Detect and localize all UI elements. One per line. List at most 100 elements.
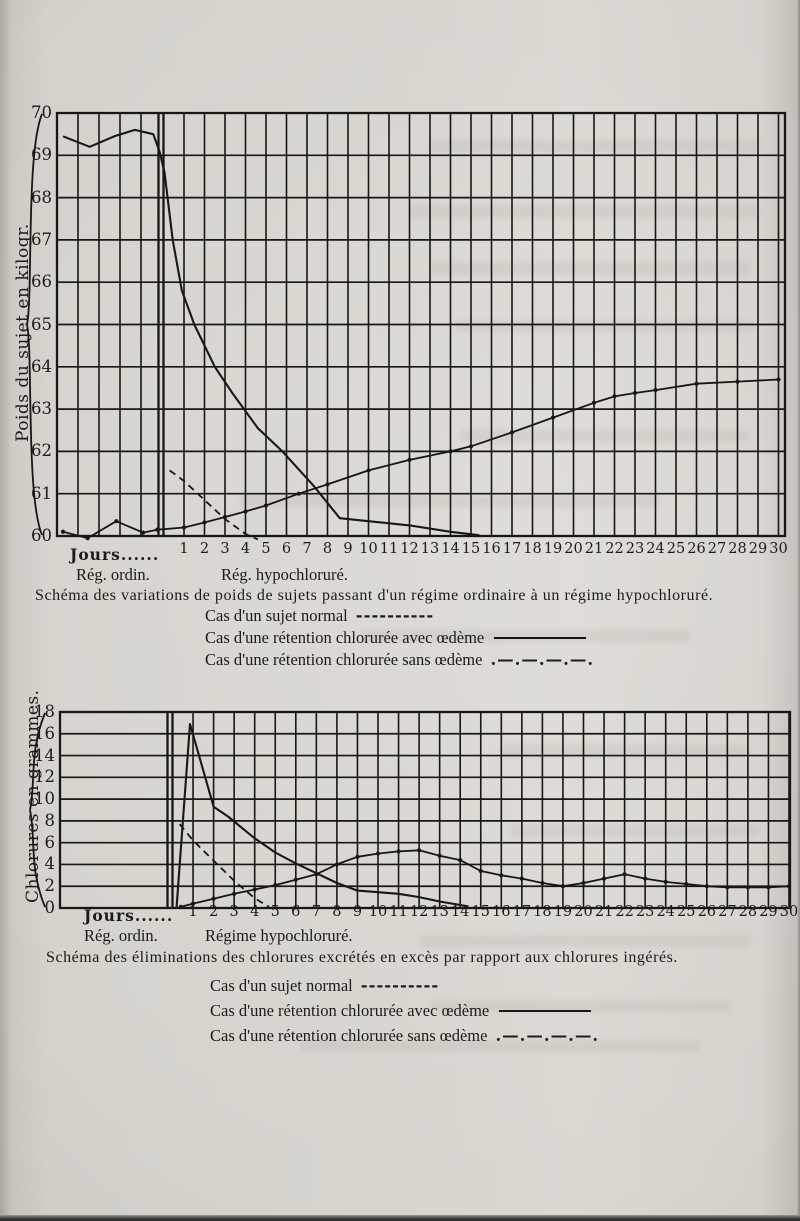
series-point-dot	[725, 885, 730, 890]
series-point-dot	[550, 415, 556, 420]
x-tick-label: 25	[677, 904, 696, 920]
series-point-dot	[334, 862, 339, 867]
y-tick-label: 65	[31, 314, 52, 334]
y-tick-label: 60	[31, 526, 52, 545]
legend-label: Cas d'une rétention chlorurée sans œdème	[210, 1026, 488, 1045]
series-point-dot	[735, 379, 740, 384]
series-point-dot	[325, 482, 330, 487]
dashdot-line-sample: .—.—.—.—.	[495, 1026, 600, 1045]
x-tick-label: 15	[461, 541, 481, 557]
y-tick-label: 18	[34, 702, 55, 721]
x-tick-label: 18	[523, 541, 542, 557]
y-tick-label: 69	[31, 145, 52, 165]
series-point-dot	[202, 520, 207, 525]
y-tick-label: 70	[31, 103, 52, 122]
x-tick-label: 25	[666, 541, 686, 557]
solid-line-sample	[499, 1010, 592, 1012]
y-tick-label: 67	[31, 229, 52, 249]
series-point-dot	[786, 884, 792, 889]
series-point-dot	[293, 877, 298, 882]
dashed-line-sample: ----------	[355, 606, 435, 625]
series-point-dot	[190, 901, 196, 906]
y-tick-label: 10	[34, 789, 55, 809]
plot-border	[58, 710, 792, 910]
x-tick-label: 7	[311, 904, 321, 920]
x-tick-label: 24	[656, 904, 675, 920]
legend-item-retention-no-oedema: Cas d'une rétention chlorurée sans œdème…	[205, 650, 594, 670]
x-tick-label: 9	[343, 541, 353, 557]
x-tick-label: 17	[502, 541, 522, 557]
series-point-dot	[85, 536, 90, 541]
x-tick-label: 18	[533, 904, 552, 920]
series-point-dot	[407, 457, 412, 462]
dashdot-line-sample: .—.—.—.—.	[490, 650, 595, 669]
series-solid	[62, 128, 480, 537]
x-tick-label: 12	[409, 904, 429, 920]
series-point-dot	[766, 885, 771, 890]
y-tick-label: 63	[31, 399, 52, 419]
x-tick-label: 23	[625, 541, 645, 557]
chart-caption-chlorides: Schéma des éliminations des chlorures ex…	[46, 949, 678, 966]
series-point-dot	[437, 853, 442, 858]
x-tick-label: 5	[270, 904, 280, 920]
legend-label: Cas d'un sujet normal	[210, 976, 353, 995]
y-tick-label: 0	[44, 898, 56, 917]
series-point-dot	[222, 514, 228, 520]
section-label-ordinary-diet: Rég. ordin.	[84, 926, 158, 945]
series-dashed	[179, 823, 270, 908]
series-point-dot	[263, 503, 269, 508]
x-tick-label: 30	[779, 904, 799, 920]
legend-item-retention-oedema: Cas d'une rétention chlorurée avec œdème	[205, 628, 587, 648]
x-tick-label: 23	[635, 904, 655, 920]
x-tick-label: 5	[261, 541, 271, 557]
series-point-dot	[417, 848, 422, 853]
x-tick-label: 11	[389, 904, 408, 920]
axis-brace	[29, 712, 46, 908]
x-tick-label: 26	[697, 904, 717, 920]
series-point-dot	[612, 394, 617, 399]
x-tick-label: 9	[352, 904, 363, 920]
series-point-dot	[243, 509, 248, 514]
series-point-dot	[560, 884, 566, 889]
series-point-dot	[519, 876, 524, 881]
series-point-dot	[694, 381, 699, 386]
series-point-dot	[499, 873, 504, 878]
y-tick-label: 6	[44, 832, 56, 852]
y-tick-label: 61	[31, 483, 52, 503]
series-point-dot	[509, 430, 515, 435]
series-point-dot	[232, 891, 237, 896]
series-point-dot	[663, 879, 668, 884]
series-point-dot	[684, 881, 689, 887]
x-axis-title-weight: Jours......	[70, 545, 160, 564]
series-solid	[175, 722, 469, 908]
series-point-dot	[181, 525, 187, 530]
y-tick-label: 68	[31, 187, 52, 207]
legend-label: Cas d'une rétention chlorurée avec œdème	[210, 1001, 490, 1020]
series-point-dot	[468, 444, 474, 449]
x-axis-title-chlorides: Jours......	[84, 906, 174, 925]
x-tick-label: 10	[359, 541, 378, 557]
x-tick-label: 6	[281, 541, 292, 557]
solid-line-sample	[494, 637, 587, 639]
series-point-dot	[632, 390, 638, 396]
x-tick-label: 14	[450, 904, 470, 920]
x-tick-label: 2	[199, 541, 210, 557]
series-point-dot	[273, 883, 278, 888]
series-point-dot	[458, 857, 463, 863]
x-tick-label: 16	[482, 541, 501, 557]
legend-label: Cas d'un sujet normal	[205, 606, 348, 625]
y-tick-label: 4	[44, 854, 56, 874]
x-tick-label: 2	[208, 904, 219, 920]
x-tick-label: 22	[605, 541, 624, 557]
legend-label: Cas d'une rétention chlorurée avec œdème	[205, 628, 485, 647]
x-tick-label: 7	[302, 541, 312, 557]
x-tick-label: 13	[430, 904, 449, 920]
x-tick-label: 8	[332, 904, 342, 920]
section-label-hypochlorinated-diet: Régime hypochloruré.	[205, 926, 353, 945]
series-point-dot	[776, 377, 781, 382]
x-tick-label: 29	[748, 541, 768, 557]
legend-item-retention-oedema: Cas d'une rétention chlorurée avec œdème	[210, 1001, 592, 1021]
x-tick-label: 11	[379, 541, 399, 557]
x-tick-label: 22	[615, 904, 634, 920]
y-tick-label: 16	[34, 723, 55, 743]
